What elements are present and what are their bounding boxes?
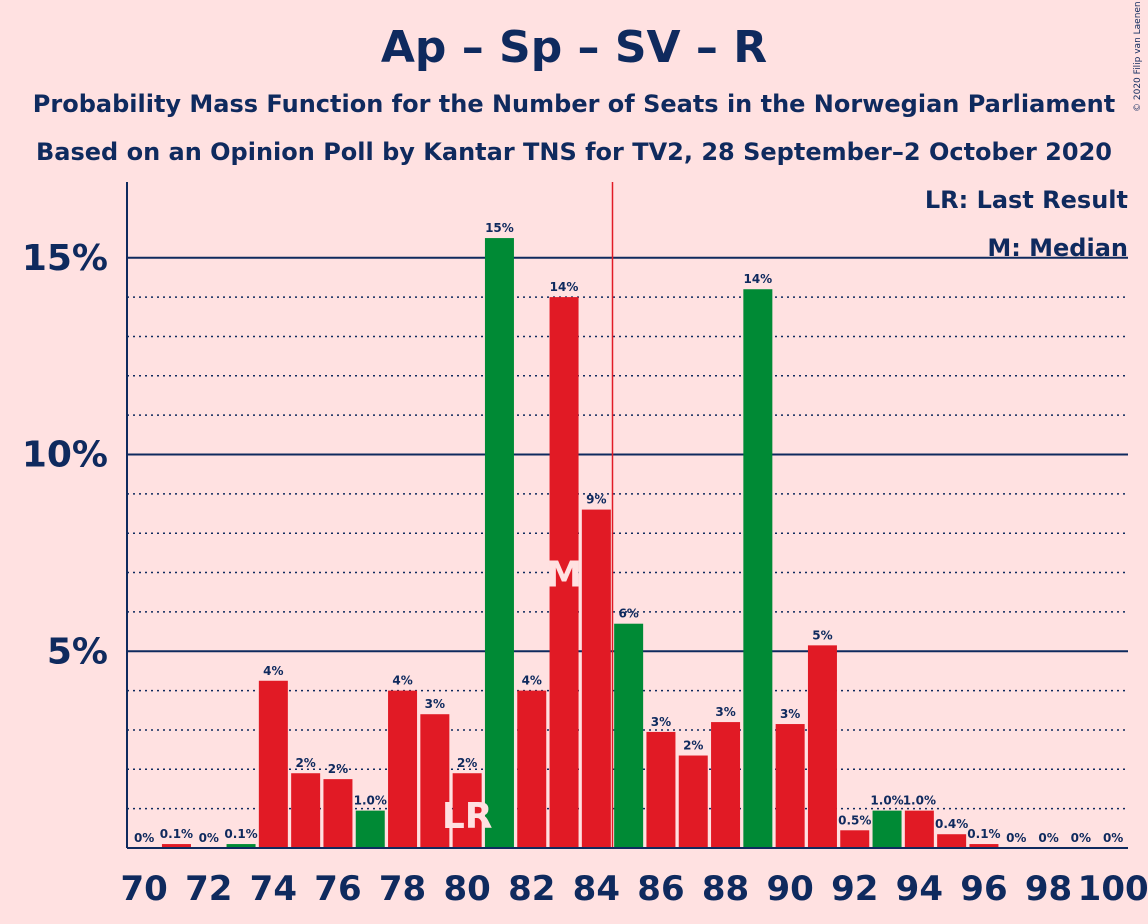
bar-value-label: 1.0% xyxy=(354,794,387,808)
x-tick-label: 88 xyxy=(702,869,749,909)
chart-subtitle: Probability Mass Function for the Number… xyxy=(32,90,1116,118)
bar-value-label: 0.1% xyxy=(967,827,1000,841)
bar-value-label: 14% xyxy=(743,272,772,286)
bar xyxy=(969,844,999,848)
x-tick-label: 86 xyxy=(637,869,684,909)
last-result-marker: LR xyxy=(442,796,493,837)
bar-value-label: 0% xyxy=(134,831,154,845)
bar-value-label: 1.0% xyxy=(903,794,936,808)
bar xyxy=(711,722,741,848)
legend-last-result: LR: Last Result xyxy=(924,186,1128,214)
bar xyxy=(743,289,773,849)
bar-value-label: 2% xyxy=(457,756,477,770)
x-tick-label: 72 xyxy=(185,869,232,909)
bar xyxy=(291,773,321,848)
bar-value-label: 0.5% xyxy=(838,813,871,827)
x-tick-label: 82 xyxy=(508,869,555,909)
bar-value-label: 4% xyxy=(522,674,542,688)
bar-value-label: 3% xyxy=(425,697,445,711)
bar xyxy=(549,297,579,849)
bar-value-label: 0.1% xyxy=(224,827,257,841)
bar-value-label: 4% xyxy=(392,674,412,688)
bar-value-label: 0.4% xyxy=(935,817,968,831)
bar-value-label: 4% xyxy=(263,664,283,678)
bar xyxy=(388,690,418,848)
x-tick-label: 80 xyxy=(443,869,490,909)
x-tick-label: 92 xyxy=(831,869,878,909)
y-tick-label: 15% xyxy=(22,238,108,279)
x-tick-label: 74 xyxy=(250,869,297,909)
bar-value-label: 0.1% xyxy=(160,827,193,841)
bar-value-label: 2% xyxy=(295,756,315,770)
bar xyxy=(678,755,708,848)
bar-value-label: 1.0% xyxy=(870,794,903,808)
bar xyxy=(937,834,967,848)
bar xyxy=(614,623,644,848)
median-marker: M xyxy=(546,555,582,596)
bar xyxy=(226,844,256,848)
bar-value-label: 0% xyxy=(1071,831,1091,845)
chart-subtitle-poll: Based on an Opinion Poll by Kantar TNS f… xyxy=(36,138,1112,166)
bar xyxy=(161,844,191,848)
bar-value-label: 0% xyxy=(1038,831,1058,845)
bar-value-label: 2% xyxy=(683,739,703,753)
bar xyxy=(355,810,385,848)
bar xyxy=(840,830,870,848)
x-tick-label: 90 xyxy=(766,869,813,909)
bar-value-label: 14% xyxy=(550,280,579,294)
x-tick-label: 78 xyxy=(379,869,426,909)
bar xyxy=(258,680,288,848)
x-tick-label: 96 xyxy=(960,869,1007,909)
bar xyxy=(323,779,353,848)
bar-value-label: 0% xyxy=(1006,831,1026,845)
bar-value-label: 15% xyxy=(485,221,514,235)
bar xyxy=(646,731,676,848)
bar-value-label: 6% xyxy=(618,607,638,621)
x-tick-label: 98 xyxy=(1025,869,1072,909)
bar-value-label: 5% xyxy=(812,628,832,642)
bar xyxy=(420,714,450,848)
bar xyxy=(484,238,514,848)
x-tick-label: 100 xyxy=(1078,869,1148,909)
bar-value-label: 0% xyxy=(199,831,219,845)
bar xyxy=(872,810,902,848)
bar xyxy=(581,509,611,848)
bar-value-label: 0% xyxy=(1103,831,1123,845)
bar-value-label: 9% xyxy=(586,493,606,507)
legend-median: M: Median xyxy=(987,234,1128,262)
x-tick-label: 70 xyxy=(120,869,167,909)
x-tick-label: 76 xyxy=(314,869,361,909)
y-tick-label: 10% xyxy=(22,435,108,476)
chart-title: Ap – Sp – SV – R xyxy=(380,22,768,73)
bar xyxy=(517,690,547,848)
bar-value-label: 3% xyxy=(715,705,735,719)
bar xyxy=(775,724,805,848)
bar xyxy=(807,645,837,848)
x-tick-label: 94 xyxy=(896,869,943,909)
x-tick-label: 84 xyxy=(573,869,620,909)
bar-value-label: 3% xyxy=(780,707,800,721)
bar-value-label: 2% xyxy=(328,762,348,776)
bar-value-label: 3% xyxy=(651,715,671,729)
bar xyxy=(904,810,934,848)
y-tick-label: 5% xyxy=(47,631,108,672)
bar xyxy=(452,773,482,848)
